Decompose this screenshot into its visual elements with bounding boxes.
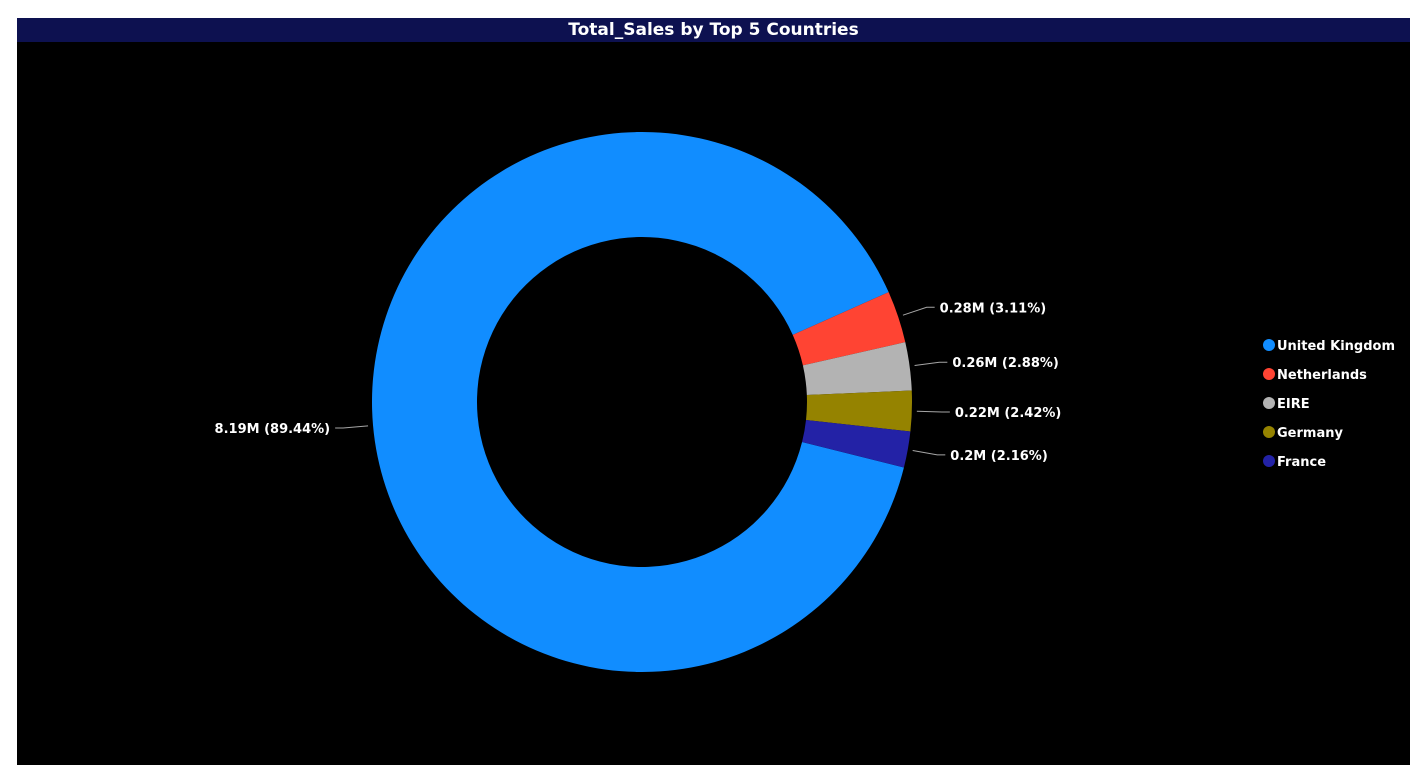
leader-line-france [912, 450, 946, 456]
legend-item-france[interactable]: France [1263, 455, 1326, 470]
donut-chart: 8.19M (89.44%) 0.28M (3.11%) 0.26M (2.88%)… [215, 131, 1395, 672]
donut-slices [371, 131, 912, 672]
data-label-united-kingdom: 8.19M (89.44%) [215, 422, 331, 437]
data-label-france: 0.2M (2.16%) [950, 449, 1047, 464]
legend-item-netherlands[interactable]: Netherlands [1263, 368, 1367, 383]
legend-marker [1263, 426, 1275, 438]
legend-item-germany[interactable]: Germany [1263, 426, 1343, 441]
legend-marker [1263, 368, 1275, 380]
data-label-netherlands: 0.28M (3.11%) [940, 301, 1047, 316]
slice-france[interactable] [802, 420, 911, 468]
legend: United Kingdom Netherlands EIRE Germany Fran… [1263, 339, 1395, 470]
leader-line-germany [916, 410, 950, 413]
leader-line-united-kingdom [335, 425, 369, 429]
data-labels: 8.19M (89.44%) 0.28M (3.11%) 0.26M (2.88%)… [215, 301, 1062, 464]
slice-netherlands[interactable] [792, 292, 906, 366]
legend-label: EIRE [1277, 397, 1310, 412]
leader-line-netherlands [902, 306, 935, 316]
legend-item-eire[interactable]: EIRE [1263, 397, 1310, 412]
chart-title: Total_Sales by Top 5 Countries [17, 18, 1410, 42]
leader-line-eire [914, 361, 948, 367]
legend-item-united-kingdom[interactable]: United Kingdom [1263, 339, 1395, 354]
data-label-eire: 0.26M (2.88%) [952, 356, 1059, 371]
slice-eire[interactable] [802, 342, 912, 395]
chart-visual: Total_Sales by Top 5 Countries 8.19M (89… [17, 18, 1410, 765]
legend-marker [1263, 339, 1275, 351]
legend-label: France [1277, 455, 1326, 470]
slice-germany[interactable] [806, 390, 912, 432]
legend-marker [1263, 455, 1275, 467]
slice-united-kingdom[interactable] [371, 131, 904, 672]
data-label-germany: 0.22M (2.42%) [955, 406, 1062, 421]
legend-label: Germany [1277, 426, 1343, 441]
legend-label: Netherlands [1277, 368, 1367, 383]
legend-marker [1263, 397, 1275, 409]
legend-label: United Kingdom [1277, 339, 1395, 354]
